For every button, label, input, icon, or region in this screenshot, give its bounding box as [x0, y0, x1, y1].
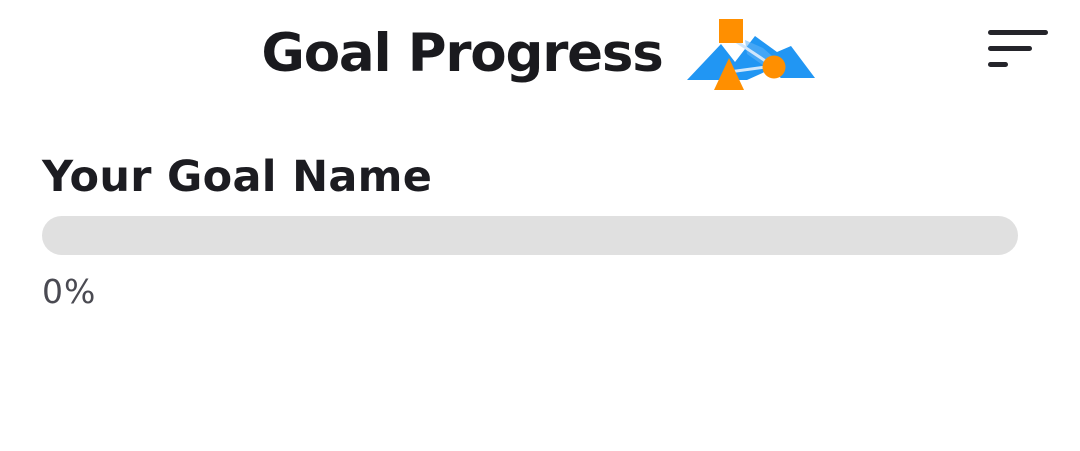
header-title-group: Goal Progress [0, 18, 1080, 93]
menu-line-short [988, 62, 1008, 67]
app-header: Goal Progress [0, 0, 1080, 110]
goal-progress-percent: 0% [42, 272, 97, 311]
goal-name: Your Goal Name [42, 152, 433, 202]
hamburger-menu-icon [988, 30, 1048, 35]
goal-progress-bar [42, 216, 1018, 255]
page-title: Goal Progress [261, 23, 663, 84]
goal-card[interactable]: Your Goal Name 0% [42, 156, 1018, 308]
menu-line-middle [988, 46, 1032, 51]
mountain-shapes-logo-icon [686, 18, 815, 90]
menu-button[interactable] [984, 30, 1050, 76]
